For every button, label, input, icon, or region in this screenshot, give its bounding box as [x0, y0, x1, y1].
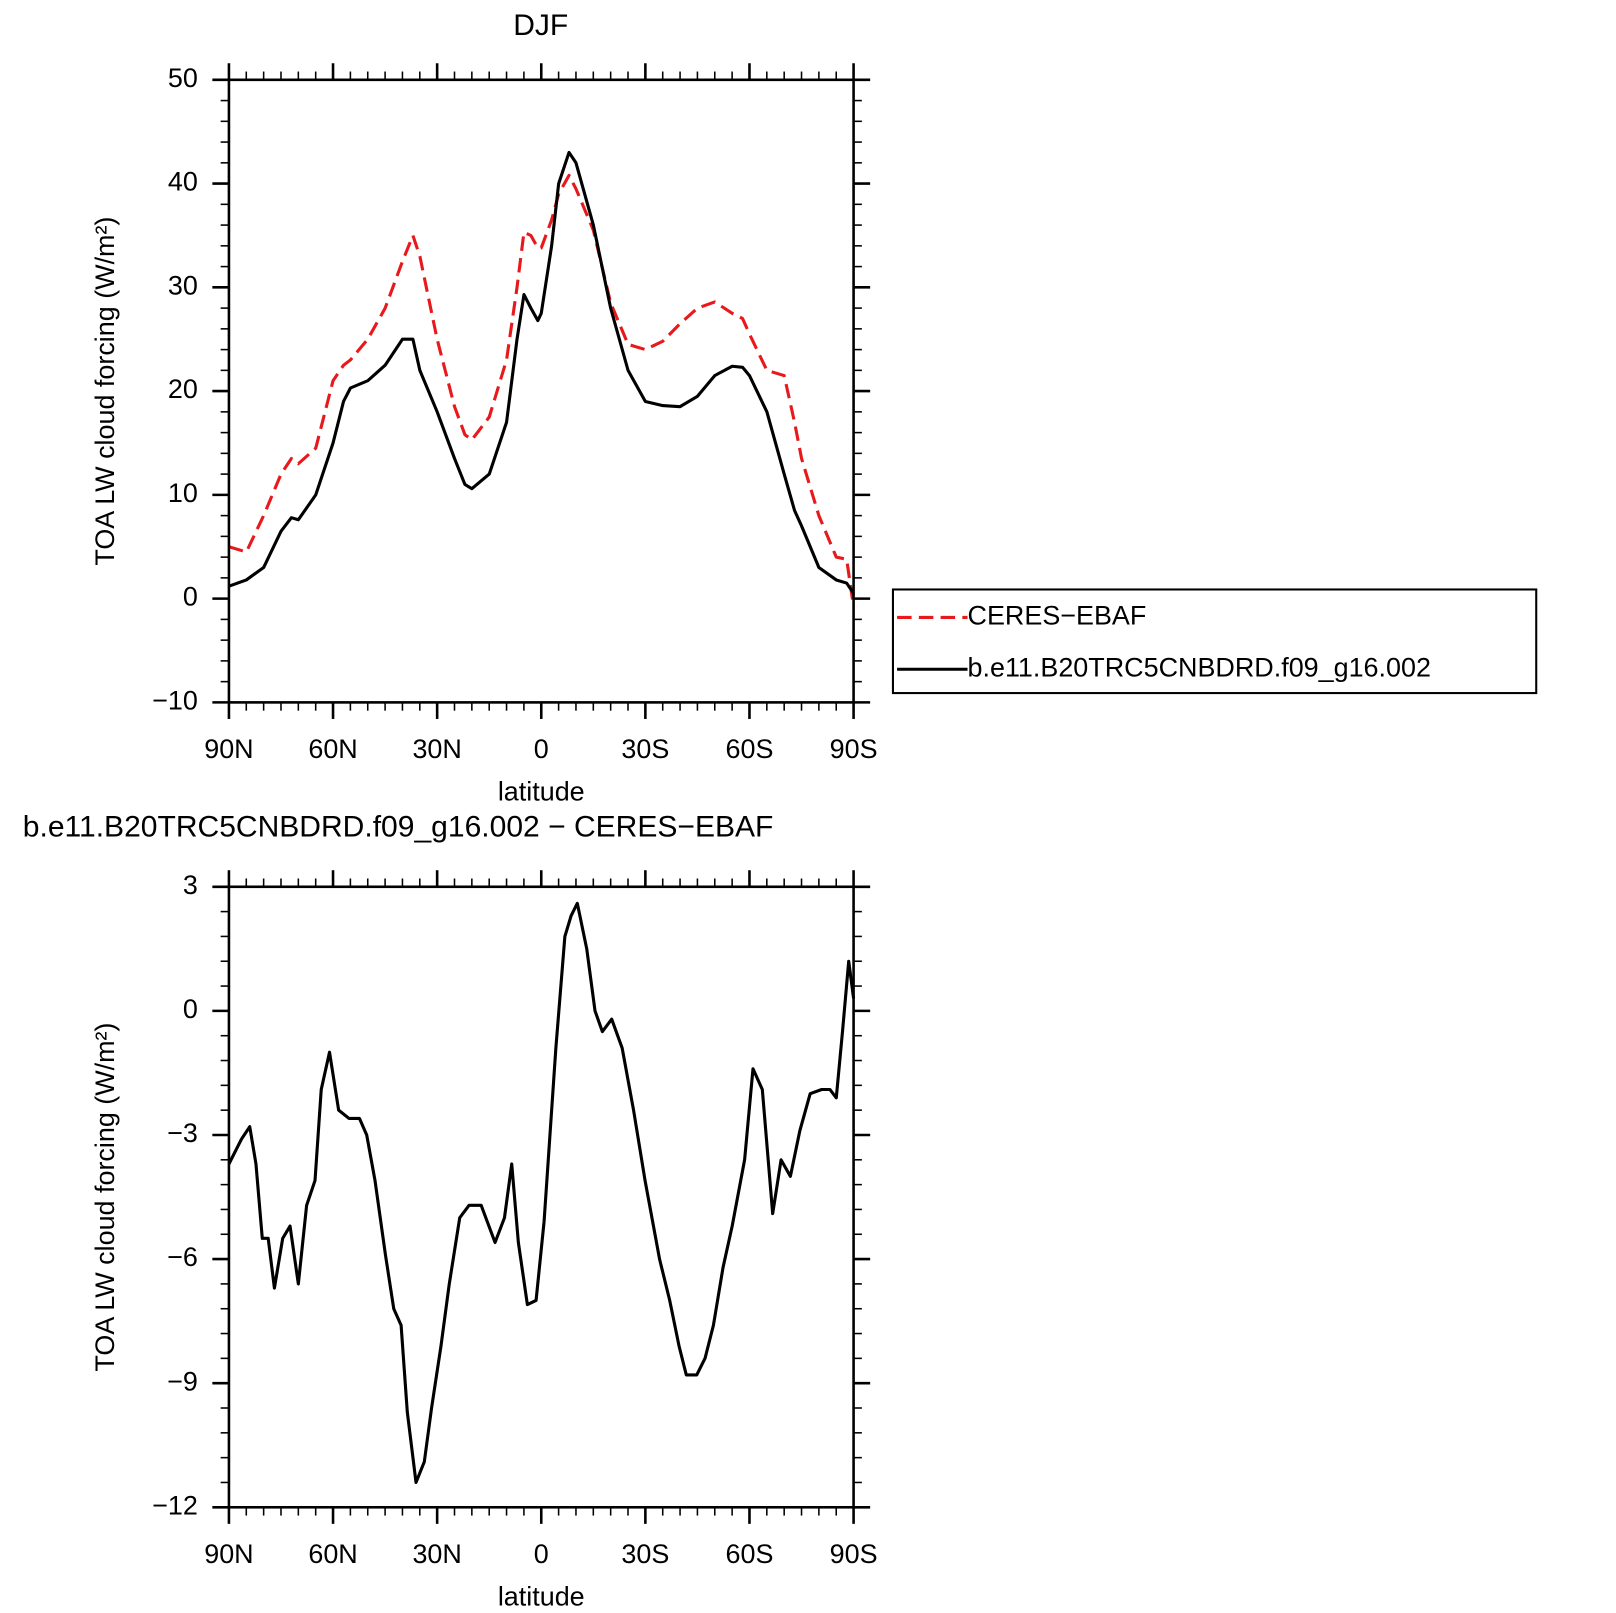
legend-box — [891, 588, 1538, 695]
legend-label: b.e11.B20TRC5CNBDRD.f09_g16.002 — [968, 652, 1431, 682]
y-tick-label: 0 — [183, 994, 198, 1024]
y-tick-label: −10 — [152, 686, 198, 716]
x-tick-label: 90S — [830, 1539, 878, 1569]
x-tick-label: 90N — [204, 734, 253, 764]
y-tick-label: 40 — [168, 167, 198, 197]
x-tick-label: 60N — [308, 734, 357, 764]
chart-title: b.e11.B20TRC5CNBDRD.f09_g16.002 − CERES−… — [23, 811, 774, 844]
plot-frame — [227, 885, 855, 1509]
y-tick-label: 50 — [168, 63, 198, 93]
x-tick-label: 0 — [534, 1539, 549, 1569]
x-tick-label: 30S — [621, 1539, 669, 1569]
y-tick-label: −3 — [167, 1118, 198, 1148]
legend-label: CERES−EBAF — [968, 601, 1147, 631]
y-tick-label: −6 — [167, 1242, 198, 1272]
legend: CERES−EBAF b.e11.B20TRC5CNBDRD.f09_g16.00… — [891, 588, 1538, 695]
y-tick-label: −12 — [152, 1490, 198, 1520]
y-tick-label: −9 — [167, 1366, 198, 1396]
x-tick-label: 60N — [308, 1539, 357, 1569]
x-tick-label: 60S — [726, 1539, 774, 1569]
series-line — [228, 150, 855, 595]
x-tick-label: 60S — [726, 734, 774, 764]
x-tick-label: 30S — [621, 734, 669, 764]
y-tick-label: 10 — [168, 478, 198, 508]
y-tick-label: 3 — [183, 870, 198, 900]
y-axis-label: TOA LW cloud forcing (W/m²) — [90, 217, 120, 566]
y-tick-label: 30 — [168, 270, 198, 300]
chart-title: DJF — [513, 9, 568, 42]
x-tick-label: 30N — [412, 734, 461, 764]
y-tick-label: 0 — [183, 582, 198, 612]
series-line — [227, 901, 856, 1484]
x-tick-label: 90S — [830, 734, 878, 764]
y-axis-label: TOA LW cloud forcing (W/m²) — [90, 1023, 120, 1372]
y-tick-label: 20 — [168, 374, 198, 404]
x-axis-label: latitude — [498, 1582, 585, 1612]
x-axis-label: latitude — [498, 777, 585, 807]
x-tick-label: 0 — [534, 734, 549, 764]
x-tick-label: 30N — [412, 1539, 461, 1569]
plot-frame — [227, 78, 855, 704]
series-line — [228, 173, 856, 608]
x-tick-label: 90N — [204, 1539, 253, 1569]
